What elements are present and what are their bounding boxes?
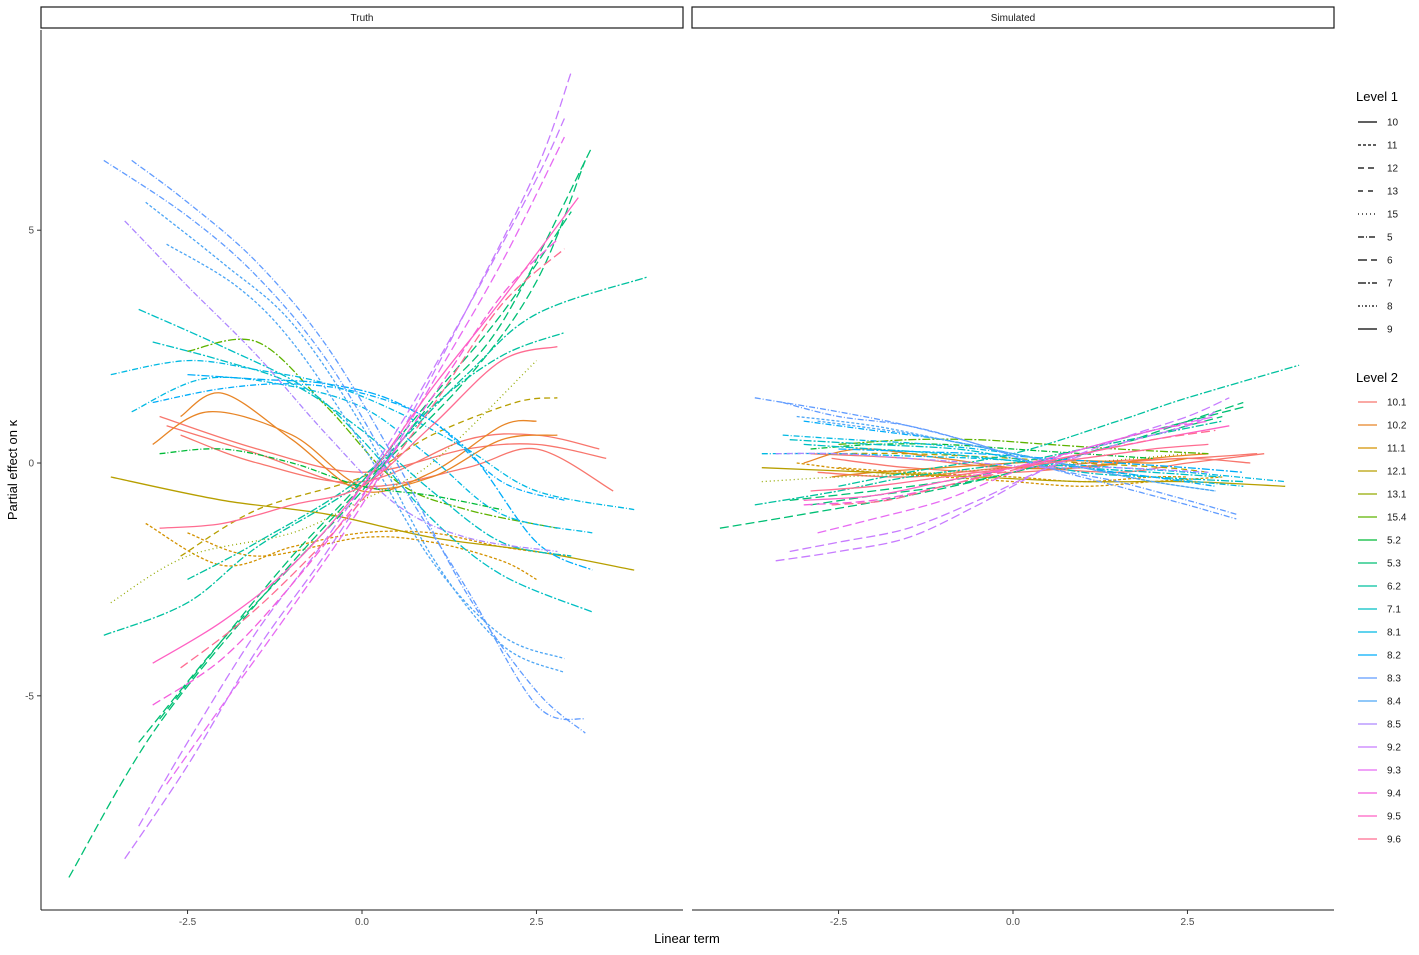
legend-label-level-1: 7 xyxy=(1387,279,1393,290)
series-line-truth-14 xyxy=(159,211,572,720)
x-tick-label: 2.5 xyxy=(1181,917,1195,928)
legend-label-level-1: 12 xyxy=(1387,164,1399,175)
series-line-truth-31 xyxy=(152,239,558,706)
legend-label-level-2: 5.2 xyxy=(1387,536,1401,547)
series-line-truth-6 xyxy=(187,532,537,580)
series-line-truth-21 xyxy=(187,373,593,571)
legend-label-level-2: 10.2 xyxy=(1387,421,1407,432)
legend-label-level-2: 12.1 xyxy=(1387,467,1407,478)
series-line-simulated-2 xyxy=(831,457,1251,474)
series-line-truth-9 xyxy=(180,397,558,557)
series-line-truth-20 xyxy=(131,376,593,534)
series-line-truth-26 xyxy=(166,243,565,660)
series-line-simulated-30 xyxy=(817,415,1216,534)
series-line-simulated-19 xyxy=(761,452,1286,483)
legend-label-level-2: 15.4 xyxy=(1387,513,1407,524)
legend-label-level-1: 9 xyxy=(1387,325,1393,336)
legend-label-level-2: 8.4 xyxy=(1387,697,1401,708)
series-line-simulated-22 xyxy=(803,420,1216,487)
legend-label-level-1: 8 xyxy=(1387,302,1393,313)
legend-label-level-2: 9.5 xyxy=(1387,812,1401,823)
series-line-simulated-34 xyxy=(831,429,1216,506)
series-line-simulated-28 xyxy=(775,397,1230,562)
axes-layer: -5 0 5 -2.5 0.0 2.5 -2.5 0.0 2.5 xyxy=(25,30,1334,928)
series-line-simulated-10 xyxy=(838,438,1209,455)
legend: Level 1 10 11 12 13 15 5 6 7 8 9 Level 2 10.1 10.2 11.… xyxy=(1356,89,1407,846)
legend-title-level-1: Level 1 xyxy=(1356,89,1398,104)
x-tick-label: -2.5 xyxy=(830,917,848,928)
series-line-truth-29 xyxy=(138,118,565,827)
legend-label-level-1: 10 xyxy=(1387,118,1399,129)
legend-label-level-2: 9.3 xyxy=(1387,766,1401,777)
series-line-truth-25 xyxy=(145,201,565,674)
series-line-truth-4 xyxy=(180,392,537,493)
legend-label-level-2: 6.2 xyxy=(1387,582,1401,593)
series-line-truth-5 xyxy=(145,522,572,567)
legend-label-level-1: 13 xyxy=(1387,187,1399,198)
y-axis-title: Partial effect on κ xyxy=(5,419,20,520)
legend-label-level-2: 10.1 xyxy=(1387,398,1407,409)
legend-label-level-2: 5.3 xyxy=(1387,559,1401,570)
legend-label-level-1: 6 xyxy=(1387,256,1393,267)
series-line-simulated-16 xyxy=(838,364,1300,487)
x-tick-label: 2.5 xyxy=(530,917,544,928)
legend-label-level-2: 8.2 xyxy=(1387,651,1401,662)
legend-label-level-2: 7.1 xyxy=(1387,605,1401,616)
series-line-truth-33 xyxy=(159,345,558,529)
legend-label-level-2: 8.1 xyxy=(1387,628,1401,639)
y-tick-label: 0 xyxy=(28,459,34,470)
series-line-simulated-6 xyxy=(838,467,1188,483)
legend-label-level-1: 15 xyxy=(1387,210,1399,221)
legend-label-level-2: 11.1 xyxy=(1387,444,1406,455)
series-layer xyxy=(68,71,1300,878)
x-tick-label: 0.0 xyxy=(1006,917,1020,928)
x-tick-label: 0.0 xyxy=(355,917,369,928)
series-line-truth-22 xyxy=(152,383,565,501)
legend-label-level-2: 8.3 xyxy=(1387,674,1401,685)
facet-label-truth: Truth xyxy=(351,13,374,24)
series-line-simulated-18 xyxy=(803,443,1223,478)
series-line-truth-18 xyxy=(152,341,572,557)
series-line-simulated-29 xyxy=(789,411,1216,553)
facet-strip-simulated: Simulated xyxy=(691,6,1335,29)
series-line-truth-34 xyxy=(180,248,565,669)
y-tick-label: -5 xyxy=(25,691,34,702)
series-line-truth-30 xyxy=(166,136,565,785)
legend-title-level-2: Level 2 xyxy=(1356,370,1398,385)
x-tick-label: -2.5 xyxy=(179,917,197,928)
series-line-simulated-27 xyxy=(775,452,1209,473)
legend-label-level-2: 13.1 xyxy=(1387,490,1407,501)
series-line-simulated-33 xyxy=(810,443,1209,492)
series-line-simulated-26 xyxy=(817,420,1216,492)
series-line-simulated-24 xyxy=(782,401,1237,515)
facet-label-simulated: Simulated xyxy=(991,13,1035,24)
legend-label-level-2: 9.6 xyxy=(1387,835,1401,846)
series-line-truth-19 xyxy=(110,359,635,511)
series-line-simulated-11 xyxy=(810,443,1153,460)
series-line-truth-15 xyxy=(103,331,565,636)
series-line-truth-0 xyxy=(159,415,607,473)
series-line-truth-1 xyxy=(166,425,614,492)
y-tick-label: 5 xyxy=(28,226,34,237)
series-line-simulated-15 xyxy=(754,420,1223,506)
series-line-truth-23 xyxy=(103,159,586,721)
legend-label-level-1: 5 xyxy=(1387,233,1393,244)
series-line-truth-16 xyxy=(187,276,649,580)
legend-label-level-2: 8.5 xyxy=(1387,720,1401,731)
series-line-truth-32 xyxy=(152,197,579,664)
legend-label-level-2: 9.4 xyxy=(1387,789,1401,800)
series-line-truth-27 xyxy=(124,220,558,553)
legend-label-level-2: 9.2 xyxy=(1387,743,1401,754)
series-line-truth-17 xyxy=(138,308,593,613)
series-line-truth-13 xyxy=(138,146,593,743)
series-line-truth-24 xyxy=(131,159,586,734)
facet-strip-truth: Truth xyxy=(40,6,684,29)
legend-label-level-1: 11 xyxy=(1387,141,1398,152)
x-axis-title: Linear term xyxy=(654,931,720,946)
series-line-truth-10 xyxy=(187,338,558,529)
